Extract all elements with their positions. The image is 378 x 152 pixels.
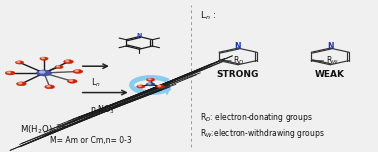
Circle shape <box>148 83 151 84</box>
Circle shape <box>75 70 78 72</box>
Circle shape <box>5 71 15 75</box>
Circle shape <box>148 79 151 80</box>
Circle shape <box>67 79 77 83</box>
Circle shape <box>57 66 59 67</box>
Circle shape <box>36 70 51 76</box>
Text: n NO$_3$$^-$: n NO$_3$$^-$ <box>90 103 121 116</box>
Circle shape <box>146 83 155 86</box>
Circle shape <box>42 58 45 59</box>
Text: STRONG: STRONG <box>217 70 259 79</box>
Circle shape <box>40 57 48 60</box>
Text: R$_D$: R$_D$ <box>233 55 245 67</box>
Circle shape <box>158 85 161 87</box>
Circle shape <box>138 85 141 87</box>
Text: L$_n$ :: L$_n$ : <box>200 10 216 22</box>
Circle shape <box>65 60 69 62</box>
Text: L$_n$: L$_n$ <box>91 76 101 88</box>
Text: N: N <box>235 42 241 51</box>
Circle shape <box>146 78 155 81</box>
Text: N: N <box>136 33 142 38</box>
Text: M= Am or Cm,n= 0-3: M= Am or Cm,n= 0-3 <box>50 136 132 145</box>
Circle shape <box>64 60 73 64</box>
Circle shape <box>55 65 63 69</box>
Circle shape <box>15 61 24 64</box>
Circle shape <box>39 71 45 73</box>
Circle shape <box>7 72 11 73</box>
Circle shape <box>17 82 26 86</box>
Circle shape <box>156 85 164 88</box>
Text: R$_D$: electron-donating groups: R$_D$: electron-donating groups <box>200 111 313 124</box>
Circle shape <box>17 61 20 62</box>
Circle shape <box>73 69 83 73</box>
Text: WEAK: WEAK <box>315 70 345 79</box>
Circle shape <box>69 80 73 81</box>
Circle shape <box>137 85 145 88</box>
Circle shape <box>45 85 54 89</box>
Circle shape <box>47 86 50 87</box>
Text: R$_W$: R$_W$ <box>325 55 338 67</box>
Circle shape <box>19 83 22 84</box>
Text: R$_W$:electron-withdrawing groups: R$_W$:electron-withdrawing groups <box>200 128 325 140</box>
Text: N: N <box>327 42 333 51</box>
Text: M(H$_2$O)$_9$$^{3+}$: M(H$_2$O)$_9$$^{3+}$ <box>20 122 68 136</box>
